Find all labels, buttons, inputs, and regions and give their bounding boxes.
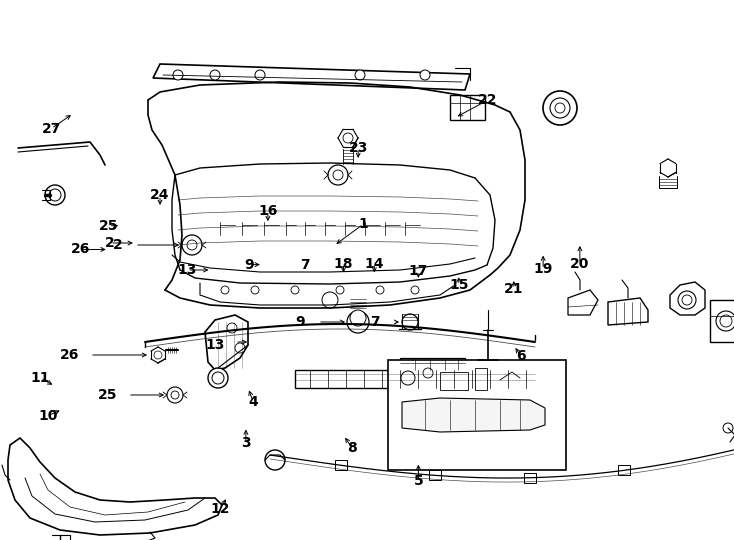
Circle shape [550, 98, 570, 118]
Circle shape [355, 70, 365, 80]
Circle shape [265, 450, 285, 470]
Circle shape [411, 286, 419, 294]
Circle shape [154, 351, 162, 359]
Circle shape [423, 368, 433, 378]
Text: 7: 7 [299, 258, 310, 272]
Bar [524, 472, 536, 483]
Polygon shape [670, 282, 705, 315]
Text: 26: 26 [60, 348, 80, 362]
Text: 21: 21 [504, 282, 523, 296]
Circle shape [235, 343, 245, 353]
Circle shape [343, 133, 353, 143]
Circle shape [723, 423, 733, 433]
Text: 9: 9 [244, 258, 255, 272]
Circle shape [555, 103, 565, 113]
Bar [429, 470, 441, 481]
Circle shape [376, 286, 384, 294]
Circle shape [678, 291, 696, 309]
Text: 12: 12 [211, 502, 230, 516]
Text: 10: 10 [38, 409, 57, 423]
Text: 3: 3 [241, 436, 251, 450]
Text: 13: 13 [206, 338, 225, 352]
Circle shape [187, 240, 197, 250]
Circle shape [333, 170, 343, 180]
Bar [295, 370, 535, 388]
Circle shape [210, 70, 220, 80]
Text: 9: 9 [295, 315, 305, 329]
Text: 2: 2 [105, 236, 115, 250]
Bar [710, 300, 734, 342]
Text: 17: 17 [409, 264, 428, 278]
Circle shape [221, 286, 229, 294]
Circle shape [227, 323, 237, 333]
Text: 11: 11 [31, 371, 50, 385]
Circle shape [255, 70, 265, 80]
Text: 18: 18 [334, 256, 353, 271]
Circle shape [401, 371, 415, 385]
Text: 26: 26 [71, 242, 90, 256]
Bar [450, 95, 485, 120]
Circle shape [720, 315, 732, 327]
Text: 22: 22 [479, 93, 498, 107]
Circle shape [328, 165, 348, 185]
Bar [400, 358, 465, 370]
Circle shape [171, 391, 179, 399]
Bar [618, 465, 631, 475]
Text: 4: 4 [248, 395, 258, 409]
Circle shape [173, 70, 183, 80]
Circle shape [716, 311, 734, 331]
Bar [335, 460, 347, 470]
Text: 13: 13 [178, 263, 197, 277]
Text: 19: 19 [534, 262, 553, 276]
Circle shape [167, 387, 183, 403]
Circle shape [420, 70, 430, 80]
Text: 5: 5 [413, 474, 424, 488]
Circle shape [49, 189, 61, 201]
Polygon shape [402, 398, 545, 432]
Circle shape [212, 372, 224, 384]
Circle shape [45, 185, 65, 205]
Circle shape [208, 368, 228, 388]
Circle shape [336, 286, 344, 294]
Bar [388, 360, 566, 470]
Text: 8: 8 [347, 441, 357, 455]
Text: 14: 14 [365, 256, 384, 271]
Polygon shape [608, 298, 648, 325]
Text: 25: 25 [98, 388, 117, 402]
Text: 16: 16 [258, 204, 277, 218]
Circle shape [347, 311, 369, 333]
Text: 2: 2 [113, 238, 123, 252]
Text: 6: 6 [516, 349, 526, 363]
Circle shape [402, 314, 418, 330]
Circle shape [291, 286, 299, 294]
Text: 23: 23 [349, 141, 368, 156]
Polygon shape [568, 290, 598, 315]
Text: 15: 15 [449, 278, 468, 292]
Text: 25: 25 [99, 219, 118, 233]
Circle shape [682, 295, 692, 305]
Bar [440, 372, 468, 390]
Text: 24: 24 [150, 188, 170, 202]
Text: 27: 27 [42, 122, 61, 136]
Polygon shape [205, 315, 248, 370]
Circle shape [251, 286, 259, 294]
Text: 7: 7 [370, 315, 379, 329]
Text: 20: 20 [570, 256, 589, 271]
Circle shape [182, 235, 202, 255]
Polygon shape [8, 438, 222, 535]
Bar [475, 368, 487, 390]
Text: 1: 1 [358, 217, 368, 231]
Circle shape [350, 310, 366, 326]
Polygon shape [153, 64, 470, 90]
Circle shape [543, 91, 577, 125]
Circle shape [322, 292, 338, 308]
